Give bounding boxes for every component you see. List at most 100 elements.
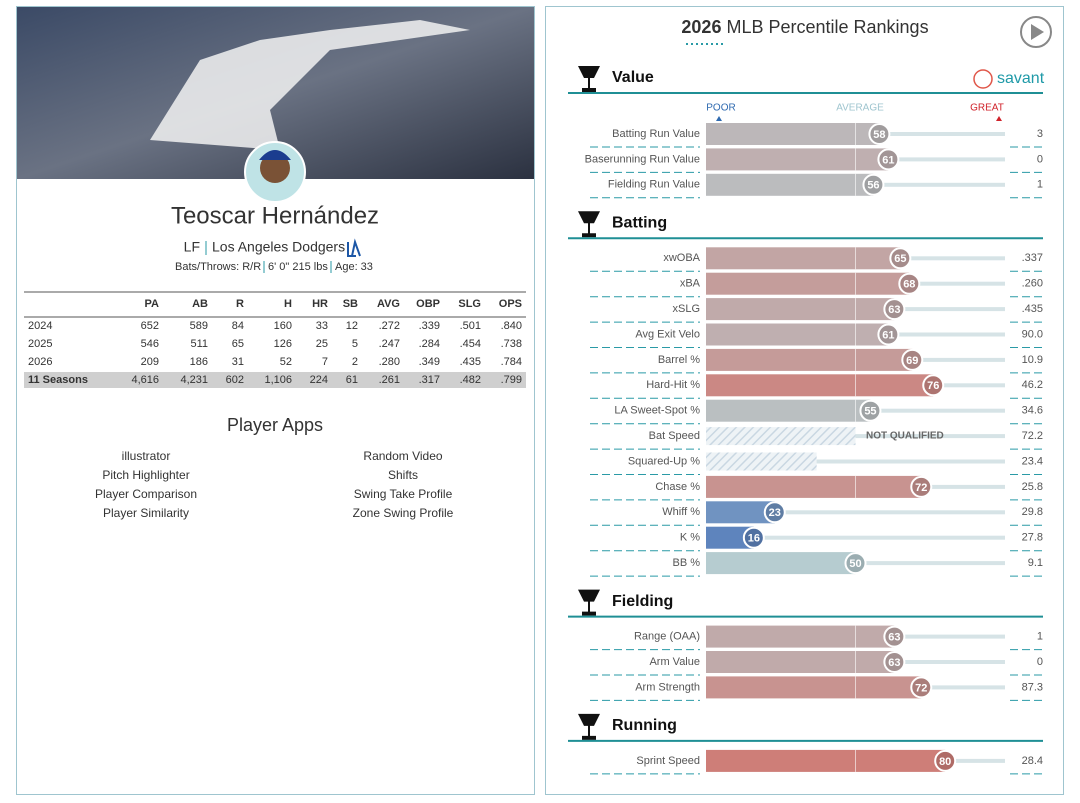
metric-name: Bat Speed — [649, 430, 700, 442]
app-link[interactable]: Random Video — [363, 449, 442, 463]
scale-label: AVERAGE — [836, 103, 884, 114]
metric-name: Range (OAA) — [634, 631, 700, 643]
metric-name: Sprint Speed — [636, 755, 700, 767]
metric-value: 46.2 — [1022, 379, 1043, 391]
cell: 7 — [322, 356, 328, 368]
column-header: SB — [343, 298, 358, 310]
metric-name: LA Sweet-Spot % — [614, 405, 700, 417]
app-link[interactable]: illustrator — [122, 449, 171, 463]
brand-icon — [973, 69, 993, 89]
metric-name: Batting Run Value — [612, 128, 700, 140]
percentile-dot — [910, 676, 933, 699]
metric-value: .337 — [1022, 252, 1043, 264]
column-header: SLG — [458, 298, 481, 310]
percentile-label: 50 — [849, 558, 861, 570]
cell: .284 — [419, 338, 440, 350]
metric-name: xBA — [680, 278, 701, 290]
cell: 31 — [232, 356, 244, 368]
scale-arrow — [996, 116, 1002, 121]
app-link[interactable]: Player Comparison — [95, 487, 197, 501]
column-header: OPS — [499, 298, 522, 310]
percentile-dot — [844, 552, 867, 575]
cell: .272 — [379, 320, 400, 332]
percentile-label: 72 — [915, 482, 927, 494]
section-title: Running — [612, 717, 677, 734]
app-link[interactable]: Player Similarity — [103, 506, 189, 520]
column-header: AB — [192, 298, 208, 310]
scale-arrow — [716, 116, 722, 121]
metric-value: 29.8 — [1022, 506, 1043, 518]
metric-value: 87.3 — [1022, 681, 1043, 693]
cell: 209 — [141, 356, 159, 368]
metric-name: Baserunning Run Value — [585, 153, 700, 165]
cell: .501 — [460, 320, 481, 332]
metric-value: 1 — [1037, 179, 1043, 191]
cell: .261 — [379, 374, 400, 386]
cell: 4,616 — [131, 374, 159, 386]
percentile-dot — [868, 123, 891, 145]
metric-name: Barrel % — [658, 354, 700, 366]
row-label: 2026 — [28, 356, 52, 368]
cell: .784 — [501, 356, 522, 368]
cell: .454 — [460, 338, 481, 350]
team: Los Angeles Dodgers — [212, 239, 345, 255]
percentile-label: 58 — [873, 129, 885, 141]
percentile-label: 63 — [888, 657, 900, 669]
app-link[interactable]: Pitch Highlighter — [102, 468, 189, 482]
cell: 602 — [226, 374, 244, 386]
cell: .482 — [460, 374, 481, 386]
bio-item: Age: 33 — [335, 261, 373, 273]
position-line: LF Los Angeles Dodgers — [184, 238, 361, 257]
cell: 61 — [346, 374, 358, 386]
percentile-dot — [859, 399, 882, 422]
metric-value: 72.2 — [1022, 430, 1043, 442]
app-link[interactable]: Zone Swing Profile — [353, 506, 454, 520]
cell: 25 — [316, 338, 328, 350]
cell: .840 — [501, 320, 522, 332]
percentile-dot — [877, 323, 900, 346]
percentile-bar — [706, 501, 775, 524]
metric-name: xwOBA — [663, 252, 700, 264]
percentile-bar — [706, 651, 895, 673]
percentile-dot — [763, 501, 786, 524]
column-header: AVG — [377, 298, 400, 310]
percentile-bar — [706, 374, 934, 397]
track — [706, 535, 1005, 540]
percentile-label: 80 — [939, 756, 951, 768]
play-icon — [1031, 24, 1044, 40]
cell: 160 — [274, 320, 292, 332]
percentile-label: 23 — [769, 507, 781, 519]
rankings-year: 2026 — [681, 17, 721, 37]
metric-name: K % — [680, 532, 700, 544]
metric-name: Arm Strength — [635, 681, 700, 693]
percentile-label: 72 — [915, 682, 927, 694]
percentile-label: 16 — [748, 533, 760, 545]
cell: 1,106 — [264, 374, 292, 386]
metric-name: Fielding Run Value — [608, 179, 700, 191]
cell: .247 — [379, 338, 400, 350]
percentile-bar — [706, 749, 946, 772]
metric-value: 10.9 — [1022, 354, 1043, 366]
cell: .738 — [501, 338, 522, 350]
bio-item: Bats/Throws: R/R — [175, 261, 261, 273]
percentile-dot — [898, 272, 921, 295]
app-link[interactable]: Shifts — [388, 468, 418, 482]
metric-name: Whiff % — [662, 506, 700, 518]
scale-label: POOR — [706, 103, 735, 114]
avatar-face — [260, 153, 290, 183]
metric-value: 34.6 — [1022, 405, 1043, 417]
track — [706, 459, 1005, 464]
metric-name: BB % — [672, 557, 700, 569]
metric-name: Avg Exit Velo — [635, 328, 700, 340]
percentile-bar — [706, 247, 901, 270]
app-link[interactable]: Swing Take Profile — [354, 487, 453, 501]
column-header: OBP — [416, 298, 440, 310]
percentile-label: 68 — [903, 279, 915, 291]
metric-value: 9.1 — [1028, 557, 1043, 569]
percentile-dot — [883, 625, 906, 648]
metric-name: Chase % — [655, 481, 700, 493]
cell: .280 — [379, 356, 400, 368]
percentile-dot — [901, 348, 924, 371]
column-header: PA — [145, 298, 160, 310]
